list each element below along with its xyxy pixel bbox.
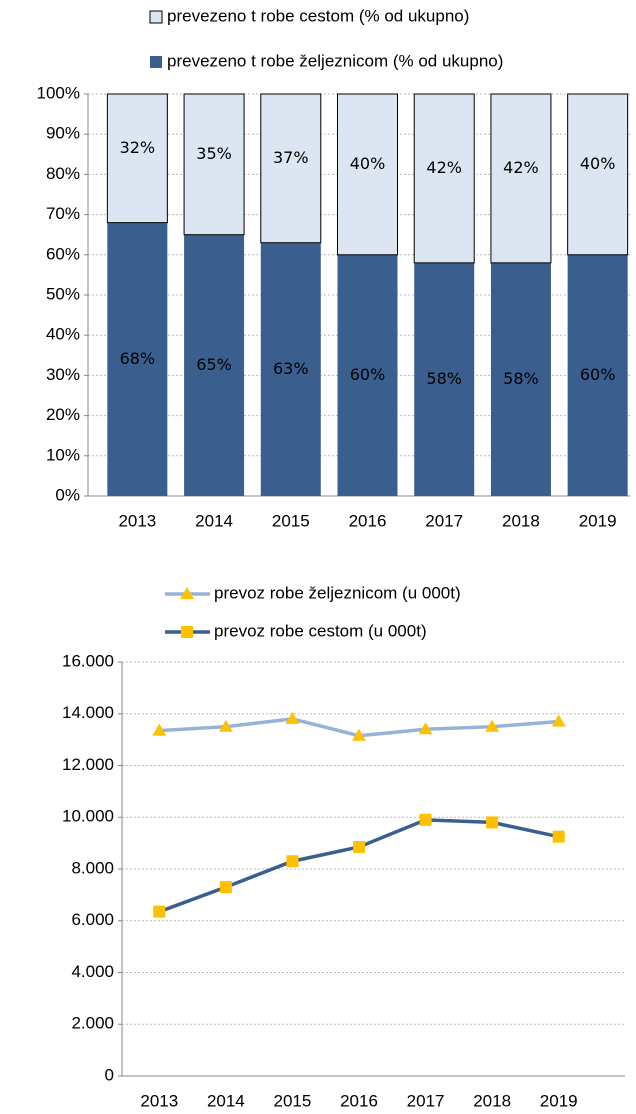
x-tick-label: 2018 <box>502 511 540 530</box>
x-tick-label: 2019 <box>579 511 617 530</box>
legend-label: prevoz robe željeznicom (u 000t) <box>214 583 461 602</box>
marker <box>485 719 500 732</box>
x-tick-label: 2016 <box>349 511 387 530</box>
y-tick-label: 80% <box>46 164 80 183</box>
x-tick-label: 2019 <box>540 1091 578 1110</box>
y-tick-label: 2.000 <box>71 1014 114 1033</box>
data-label: 68% <box>120 349 156 368</box>
marker <box>285 711 300 724</box>
legend-marker <box>181 626 193 638</box>
y-tick-label: 100% <box>37 83 80 102</box>
marker <box>419 813 432 826</box>
bar-segment <box>107 222 168 496</box>
x-tick-label: 2017 <box>425 511 463 530</box>
marker <box>152 723 167 736</box>
bar-segment <box>337 254 398 496</box>
y-tick-label: 90% <box>46 124 80 143</box>
bar-segment <box>260 93 322 244</box>
bar-segment <box>337 93 398 256</box>
legend-label: prevezeno t robe željeznicom (% od ukupn… <box>167 51 503 70</box>
legend-marker <box>180 587 194 599</box>
y-tick-label: 60% <box>46 244 80 263</box>
x-tick-label: 2014 <box>195 511 233 530</box>
data-label: 58% <box>503 369 539 388</box>
y-tick-label: 20% <box>46 405 80 424</box>
x-tick-label: 2018 <box>473 1091 511 1110</box>
data-label: 32% <box>120 138 156 157</box>
bar-segment <box>183 93 245 236</box>
marker <box>353 841 365 854</box>
bar-segment <box>567 254 628 496</box>
legend-swatch <box>149 10 163 24</box>
data-label: 60% <box>350 365 386 384</box>
marker <box>486 816 499 829</box>
marker <box>219 881 232 894</box>
bar-segment <box>490 262 551 496</box>
x-tick-label: 2016 <box>340 1091 378 1110</box>
bar-segment <box>490 93 552 264</box>
y-tick-label: 10.000 <box>62 807 114 826</box>
y-tick-label: 4.000 <box>71 962 114 981</box>
marker <box>352 728 366 741</box>
legend-label: prevoz robe cestom (u 000t) <box>214 621 427 640</box>
data-label: 65% <box>196 355 232 374</box>
y-tick-label: 16.000 <box>62 651 114 670</box>
data-label: 42% <box>503 158 539 177</box>
legend-label: prevezeno t robe cestom (% od ukupno) <box>167 6 469 25</box>
marker <box>286 855 299 868</box>
y-tick-label: 0 <box>105 1065 114 1084</box>
bar-segment <box>184 234 245 496</box>
marker <box>552 830 565 843</box>
y-tick-label: 12.000 <box>62 755 114 774</box>
data-label: 40% <box>350 154 386 173</box>
data-label: 37% <box>273 148 309 167</box>
legend-swatch <box>150 56 162 68</box>
bar-segment <box>106 93 168 224</box>
x-tick-label: 2017 <box>407 1091 445 1110</box>
y-tick-label: 70% <box>46 204 80 223</box>
y-tick-label: 6.000 <box>71 910 114 929</box>
y-tick-label: 14.000 <box>62 703 114 722</box>
data-label: 60% <box>580 365 616 384</box>
data-label: 42% <box>426 158 462 177</box>
bar-segment <box>413 93 475 264</box>
data-label: 58% <box>426 369 462 388</box>
marker <box>153 905 166 918</box>
y-tick-label: 8.000 <box>71 858 114 877</box>
marker <box>418 722 433 735</box>
y-tick-label: 40% <box>46 325 80 344</box>
data-label: 35% <box>196 144 232 163</box>
data-label: 63% <box>273 359 309 378</box>
bar-segment <box>414 262 475 496</box>
marker <box>218 719 233 732</box>
x-tick-label: 2013 <box>140 1091 178 1110</box>
x-tick-label: 2015 <box>274 1091 312 1110</box>
data-label: 40% <box>580 154 616 173</box>
y-tick-label: 50% <box>46 284 80 303</box>
y-tick-label: 10% <box>46 445 80 464</box>
line <box>158 818 560 914</box>
bar-segment <box>567 93 629 256</box>
x-tick-label: 2014 <box>207 1091 245 1110</box>
y-tick-label: 30% <box>46 365 80 384</box>
marker <box>551 714 566 727</box>
y-tick-label: 0% <box>55 485 80 504</box>
x-tick-label: 2015 <box>272 511 310 530</box>
bar-segment <box>260 242 321 496</box>
x-tick-label: 2013 <box>118 511 156 530</box>
